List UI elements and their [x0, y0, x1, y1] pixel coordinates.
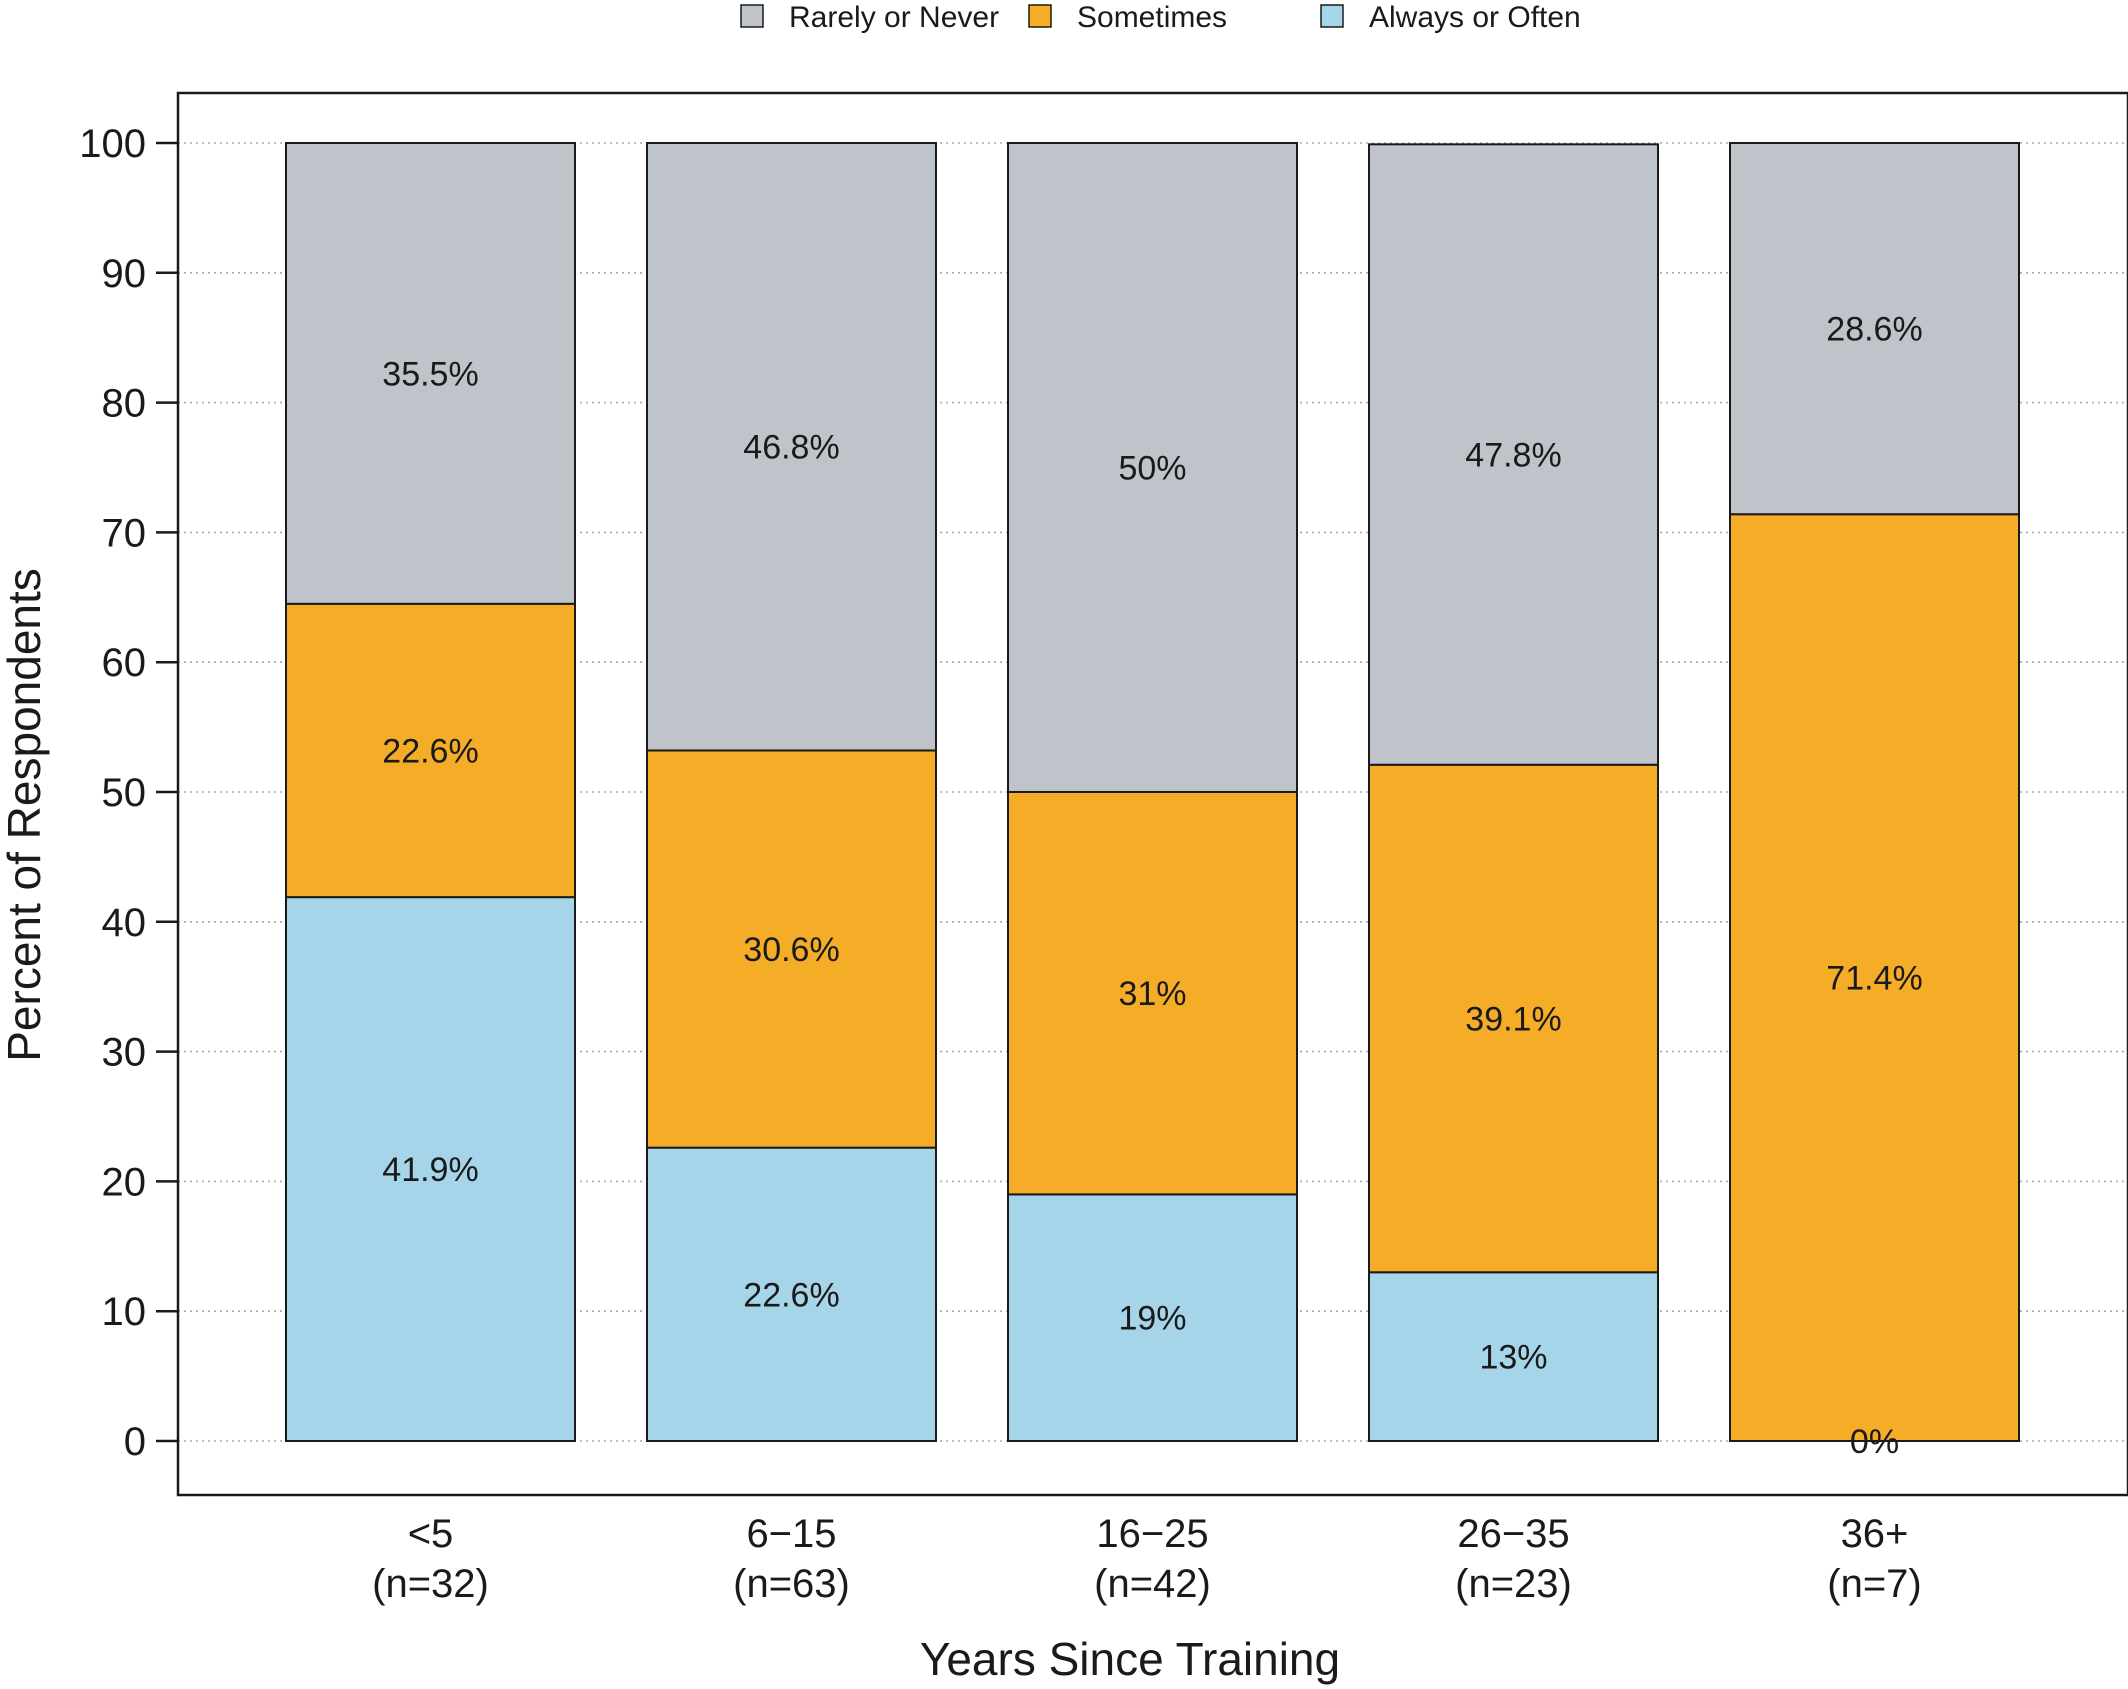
data-label-26-35-rarely-or-never: 47.8% — [1465, 437, 1561, 475]
bar-16-25-always-or-often — [1007, 1193, 1298, 1442]
x-axis-title: Years Since Training — [920, 1633, 1340, 1685]
data-label-36plus-rarely-or-never: 28.6% — [1826, 311, 1922, 349]
bar-6-15-sometimes — [646, 749, 937, 1149]
y-axis: 0 10 20 30 40 50 60 70 80 90 100 — [79, 122, 178, 1464]
x-tick-label-16-25: 16−25 — [1096, 1512, 1208, 1556]
legend-label-always-or-often: Always or Often — [1369, 1, 1581, 34]
bar-lt5-always-or-often — [285, 896, 576, 1442]
x-tick-label-36plus: 36+ — [1841, 1512, 1909, 1556]
bar-26-35-sometimes — [1368, 763, 1659, 1274]
legend-label-sometimes: Sometimes — [1077, 1, 1227, 34]
data-label-lt5-sometimes: 22.6% — [382, 732, 478, 770]
y-tick-label-100: 100 — [79, 122, 146, 166]
bars — [285, 142, 2020, 1443]
y-tick-label-20: 20 — [102, 1160, 147, 1204]
data-label-36plus-always-or-often: 0% — [1850, 1423, 1899, 1461]
bar-lt5-sometimes — [285, 602, 576, 899]
bar-6-15-always-or-often — [646, 1146, 937, 1442]
y-tick-label-10: 10 — [102, 1290, 147, 1334]
data-label-6-15-always-or-often: 22.6% — [743, 1276, 839, 1314]
x-tick-label-26-35: 26−35 — [1457, 1512, 1569, 1556]
y-tick-label-30: 30 — [102, 1031, 147, 1075]
legend-swatch-rarely-or-never — [740, 4, 764, 28]
legend: Rarely or Never Sometimes Always or Often — [740, 1, 1581, 34]
data-label-16-25-always-or-often: 19% — [1118, 1300, 1186, 1338]
y-tick-label-40: 40 — [102, 901, 147, 945]
y-tick-label-70: 70 — [102, 511, 147, 555]
y-tick-label-50: 50 — [102, 771, 147, 815]
y-axis-title: Percent of Respondents — [0, 568, 50, 1062]
y-tick-label-90: 90 — [102, 252, 147, 296]
bar-26-35-rarely-or-never — [1368, 143, 1659, 766]
data-label-36plus-sometimes: 71.4% — [1826, 960, 1922, 998]
bar-6-15-rarely-or-never — [646, 142, 937, 752]
bar-36plus-sometimes — [1729, 513, 2020, 1442]
data-labels: 41.9% 22.6% 35.5% 22.6% 30.6% 46.8% 19% 31% 50% 1… — [382, 311, 1922, 1461]
bar-36plus-rarely-or-never — [1729, 142, 2020, 516]
y-tick-label-0: 0 — [124, 1420, 146, 1464]
data-label-lt5-rarely-or-never: 35.5% — [382, 355, 478, 393]
y-tick-label-60: 60 — [102, 641, 147, 685]
data-label-lt5-always-or-often: 41.9% — [382, 1151, 478, 1189]
data-label-16-25-rarely-or-never: 50% — [1118, 450, 1186, 488]
data-label-6-15-rarely-or-never: 46.8% — [743, 429, 839, 467]
y-tick-label-80: 80 — [102, 382, 147, 426]
x-tick-label-lt5: <5 — [408, 1512, 454, 1556]
data-label-6-15-sometimes: 30.6% — [743, 931, 839, 969]
data-label-16-25-sometimes: 31% — [1118, 975, 1186, 1013]
bar-lt5-rarely-or-never — [285, 142, 576, 605]
legend-label-rarely-or-never: Rarely or Never — [789, 1, 999, 34]
x-axis: <5 (n=32) 6−15 (n=63) 16−25 (n=42) 26−35 (n=23)… — [372, 1512, 1922, 1606]
plot-frame — [176, 91, 2128, 1497]
data-label-26-35-always-or-often: 13% — [1479, 1339, 1547, 1377]
data-label-26-35-sometimes: 39.1% — [1465, 1001, 1561, 1039]
x-tick-count-26-35: (n=23) — [1455, 1562, 1572, 1606]
x-tick-count-16-25: (n=42) — [1094, 1562, 1211, 1606]
bar-26-35-always-or-often — [1368, 1271, 1659, 1443]
x-tick-label-6-15: 6−15 — [746, 1512, 836, 1556]
bar-16-25-rarely-or-never — [1007, 142, 1298, 793]
x-tick-count-lt5: (n=32) — [372, 1562, 489, 1606]
x-tick-count-6-15: (n=63) — [733, 1562, 850, 1606]
x-tick-count-36plus: (n=7) — [1827, 1562, 1922, 1606]
legend-swatch-sometimes — [1028, 4, 1052, 28]
legend-swatch-always-or-often — [1320, 4, 1344, 28]
